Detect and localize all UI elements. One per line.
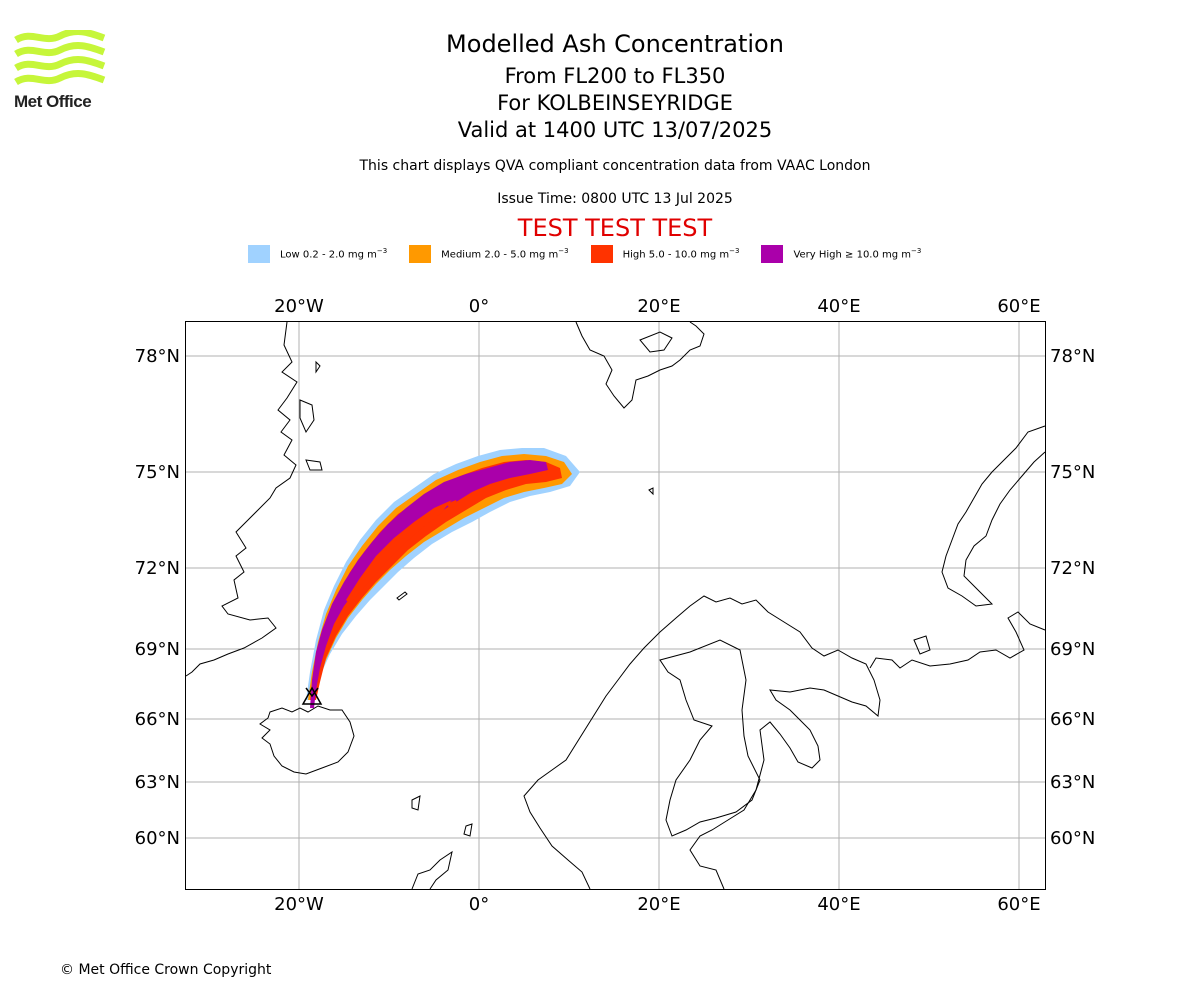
lat-tick-labels-left: 78°N 75°N 72°N 69°N 66°N 63°N 60°N [135, 346, 180, 849]
flight-level-range: From FL200 to FL350 [504, 64, 726, 88]
lon-tick-top: 20°E [637, 296, 680, 317]
legend-item-very-high: Very High ≥ 10.0 mg m−3 [761, 245, 921, 263]
legend-swatch-high [590, 245, 613, 263]
data-source-note: This chart displays QVA compliant concen… [359, 158, 871, 174]
lat-tick-left: 72°N [135, 558, 180, 579]
map-grid [186, 322, 1045, 889]
copyright: © Met Office Crown Copyright [60, 962, 272, 978]
legend-item-high: High 5.0 - 10.0 mg m−3 [590, 245, 739, 263]
iceland-coast [259, 705, 355, 775]
scandinavia-coast [523, 595, 881, 890]
lon-tick-bottom: 40°E [817, 894, 860, 915]
lon-tick-top: 40°E [817, 296, 860, 317]
lat-tick-right: 69°N [1050, 639, 1095, 660]
lat-tick-right: 72°N [1050, 558, 1095, 579]
greenland-coast [185, 321, 298, 677]
legend: Low 0.2 - 2.0 mg m−3 Medium 2.0 - 5.0 mg… [248, 244, 943, 264]
volcano-name: For KOLBEINSEYRIDGE [497, 91, 733, 115]
legend-label-medium: Medium 2.0 - 5.0 mg m [441, 249, 559, 261]
met-office-logo [14, 30, 106, 86]
chart-title: Modelled Ash Concentration [446, 30, 784, 58]
issue-time: Issue Time: 0800 UTC 13 Jul 2025 [497, 191, 733, 207]
lon-tick-bottom: 20°E [637, 894, 680, 915]
lat-tick-left: 69°N [135, 639, 180, 660]
legend-label-very-high: Very High ≥ 10.0 mg m [793, 249, 912, 261]
logo-text: Met Office [14, 92, 92, 111]
legend-swatch-medium [409, 245, 432, 263]
lon-tick-top: 60°E [997, 296, 1040, 317]
lat-tick-right: 66°N [1050, 709, 1095, 730]
lon-tick-top: 0° [469, 296, 489, 317]
lat-tick-right: 78°N [1050, 346, 1095, 367]
lat-tick-left: 66°N [135, 709, 180, 730]
lat-tick-left: 75°N [135, 462, 180, 483]
map-frame [185, 321, 1046, 890]
legend-label-low: Low 0.2 - 2.0 mg m [280, 249, 377, 261]
lon-tick-bottom: 20°W [274, 894, 324, 915]
svalbard-coast [575, 321, 705, 409]
legend-swatch-low [248, 245, 270, 263]
lon-tick-labels-bottom: 20°W 0° 20°E 40°E 60°E [274, 894, 1040, 915]
lon-tick-bottom: 0° [469, 894, 489, 915]
lat-tick-right: 75°N [1050, 462, 1095, 483]
legend-item-medium: Medium 2.0 - 5.0 mg m−3 [409, 245, 569, 263]
lat-tick-right: 63°N [1050, 772, 1095, 793]
test-banner: TEST TEST TEST [517, 214, 713, 242]
lon-tick-top: 20°W [274, 296, 324, 317]
lat-tick-right: 60°N [1050, 828, 1095, 849]
volcano-icon [301, 686, 323, 705]
novaya-zemlya-coast [941, 425, 1046, 607]
legend-item-low: Low 0.2 - 2.0 mg m−3 [248, 245, 387, 263]
legend-label-high: High 5.0 - 10.0 mg m [622, 249, 730, 261]
ash-plume [306, 448, 580, 708]
lon-tick-bottom: 60°E [997, 894, 1040, 915]
coastlines [185, 321, 1046, 890]
valid-time: Valid at 1400 UTC 13/07/2025 [457, 118, 773, 142]
lat-tick-left: 60°N [135, 828, 180, 849]
lat-tick-left: 78°N [135, 346, 180, 367]
legend-swatch-very-high [761, 245, 784, 263]
lat-tick-labels-right: 78°N 75°N 72°N 69°N 66°N 63°N 60°N [1050, 346, 1095, 849]
lon-tick-labels-top: 20°W 0° 20°E 40°E 60°E [274, 296, 1040, 317]
lat-tick-left: 63°N [135, 772, 180, 793]
